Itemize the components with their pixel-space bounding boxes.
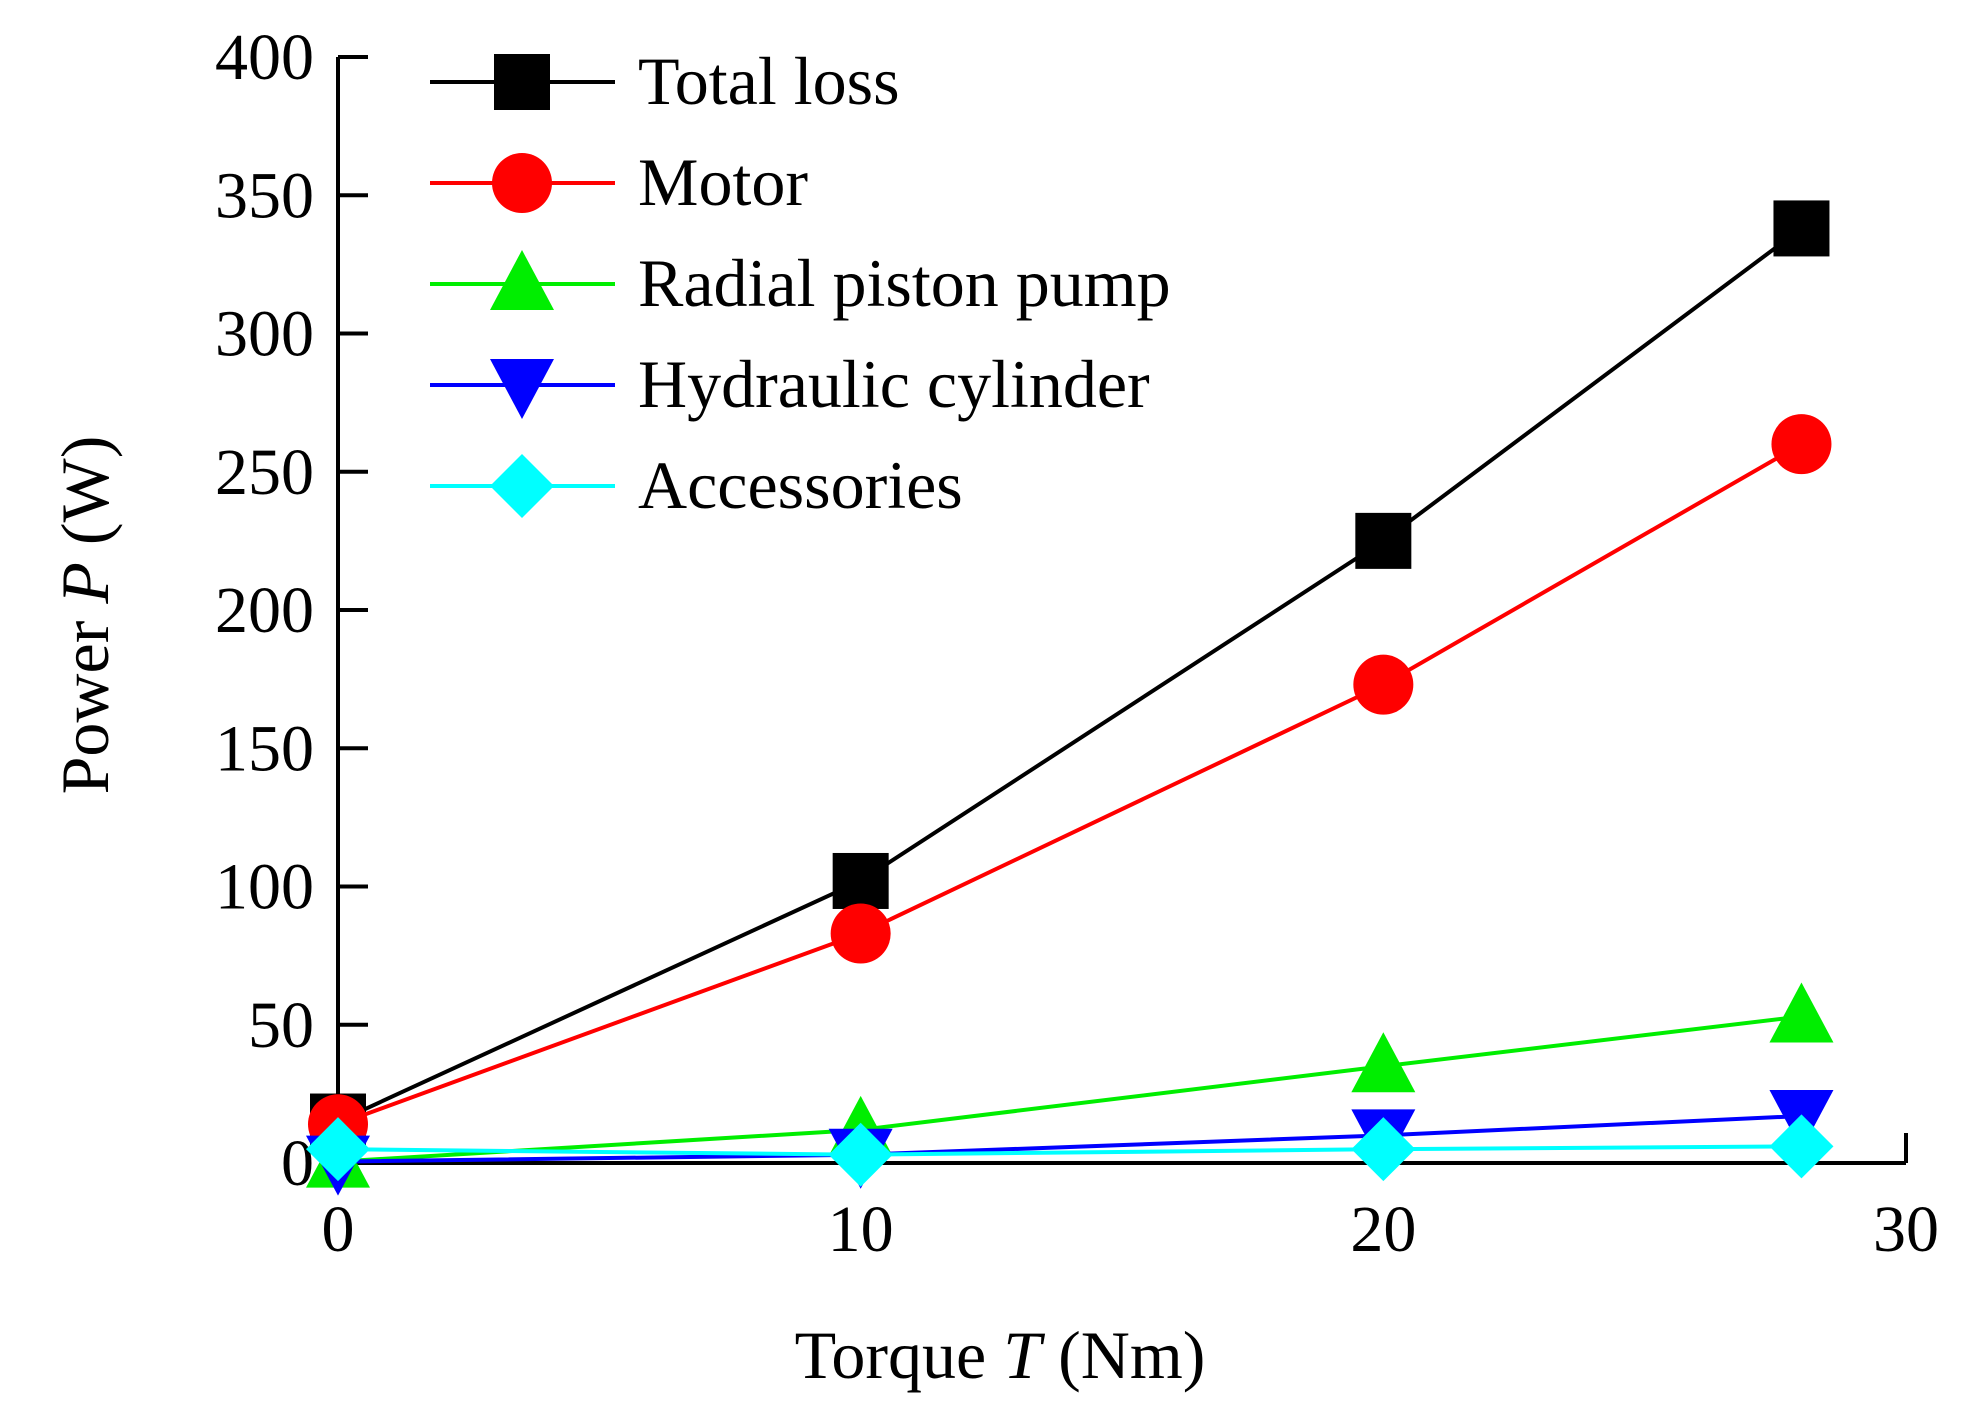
x-tick-label: 0 [322,1193,355,1266]
data-point [830,903,891,964]
legend-item: Accessories [430,447,963,523]
series-total-loss [310,200,1830,1150]
data-point [828,1122,893,1187]
y-tick-label: 300 [215,298,314,371]
data-point [1353,654,1414,715]
legend-marker [492,153,552,213]
legend-item: Hydraulic cylinder [430,346,1150,422]
legend-item: Motor [430,144,808,220]
legend-label: Hydraulic cylinder [638,346,1150,422]
data-point [1771,414,1832,475]
legend-marker [494,54,550,110]
data-point [1351,1032,1416,1093]
data-point [1773,200,1830,257]
y-tick-label: 250 [215,436,314,509]
legend-marker [490,250,554,310]
legend-label: Radial piston pump [638,245,1171,321]
y-tick-label: 50 [248,989,314,1062]
y-tick-label: 200 [215,574,314,647]
y-tick-label: 150 [215,712,314,785]
series-layer [306,200,1834,1196]
x-tick-label: 20 [1350,1193,1416,1266]
y-tick-label: 100 [215,851,314,924]
y-axis-title: Power P (W) [47,436,123,795]
data-point [1355,512,1412,569]
legend-label: Motor [638,144,808,220]
legend-item: Radial piston pump [430,245,1171,321]
legend: Total loss Motor Radial piston pump Hydraul… [430,43,1171,523]
y-tick-label: 400 [215,21,314,94]
legend-item: Total loss [430,43,900,119]
data-point [1351,1117,1416,1182]
data-point [306,1117,370,1182]
series-line [337,1113,1802,1164]
data-point [832,852,889,909]
x-tick-label: 30 [1873,1193,1939,1266]
x-tick-label: 10 [828,1193,894,1266]
series-accessories [306,1114,1834,1187]
legend-label: Total loss [638,43,900,119]
series-motor [308,414,1832,1155]
legend-marker [490,359,554,419]
series-line [337,442,1803,1127]
legend-label: Accessories [638,447,963,523]
series-line [337,226,1803,1124]
series-radial-piston-pump [306,982,1834,1188]
series-line [337,1144,1802,1157]
series-line [337,1014,1802,1164]
legend-marker [490,454,554,518]
x-axis-title: Torque T (Nm) [795,1317,1206,1393]
y-tick-label: 350 [215,159,314,232]
data-point [1769,982,1834,1043]
data-point [1769,1114,1834,1179]
